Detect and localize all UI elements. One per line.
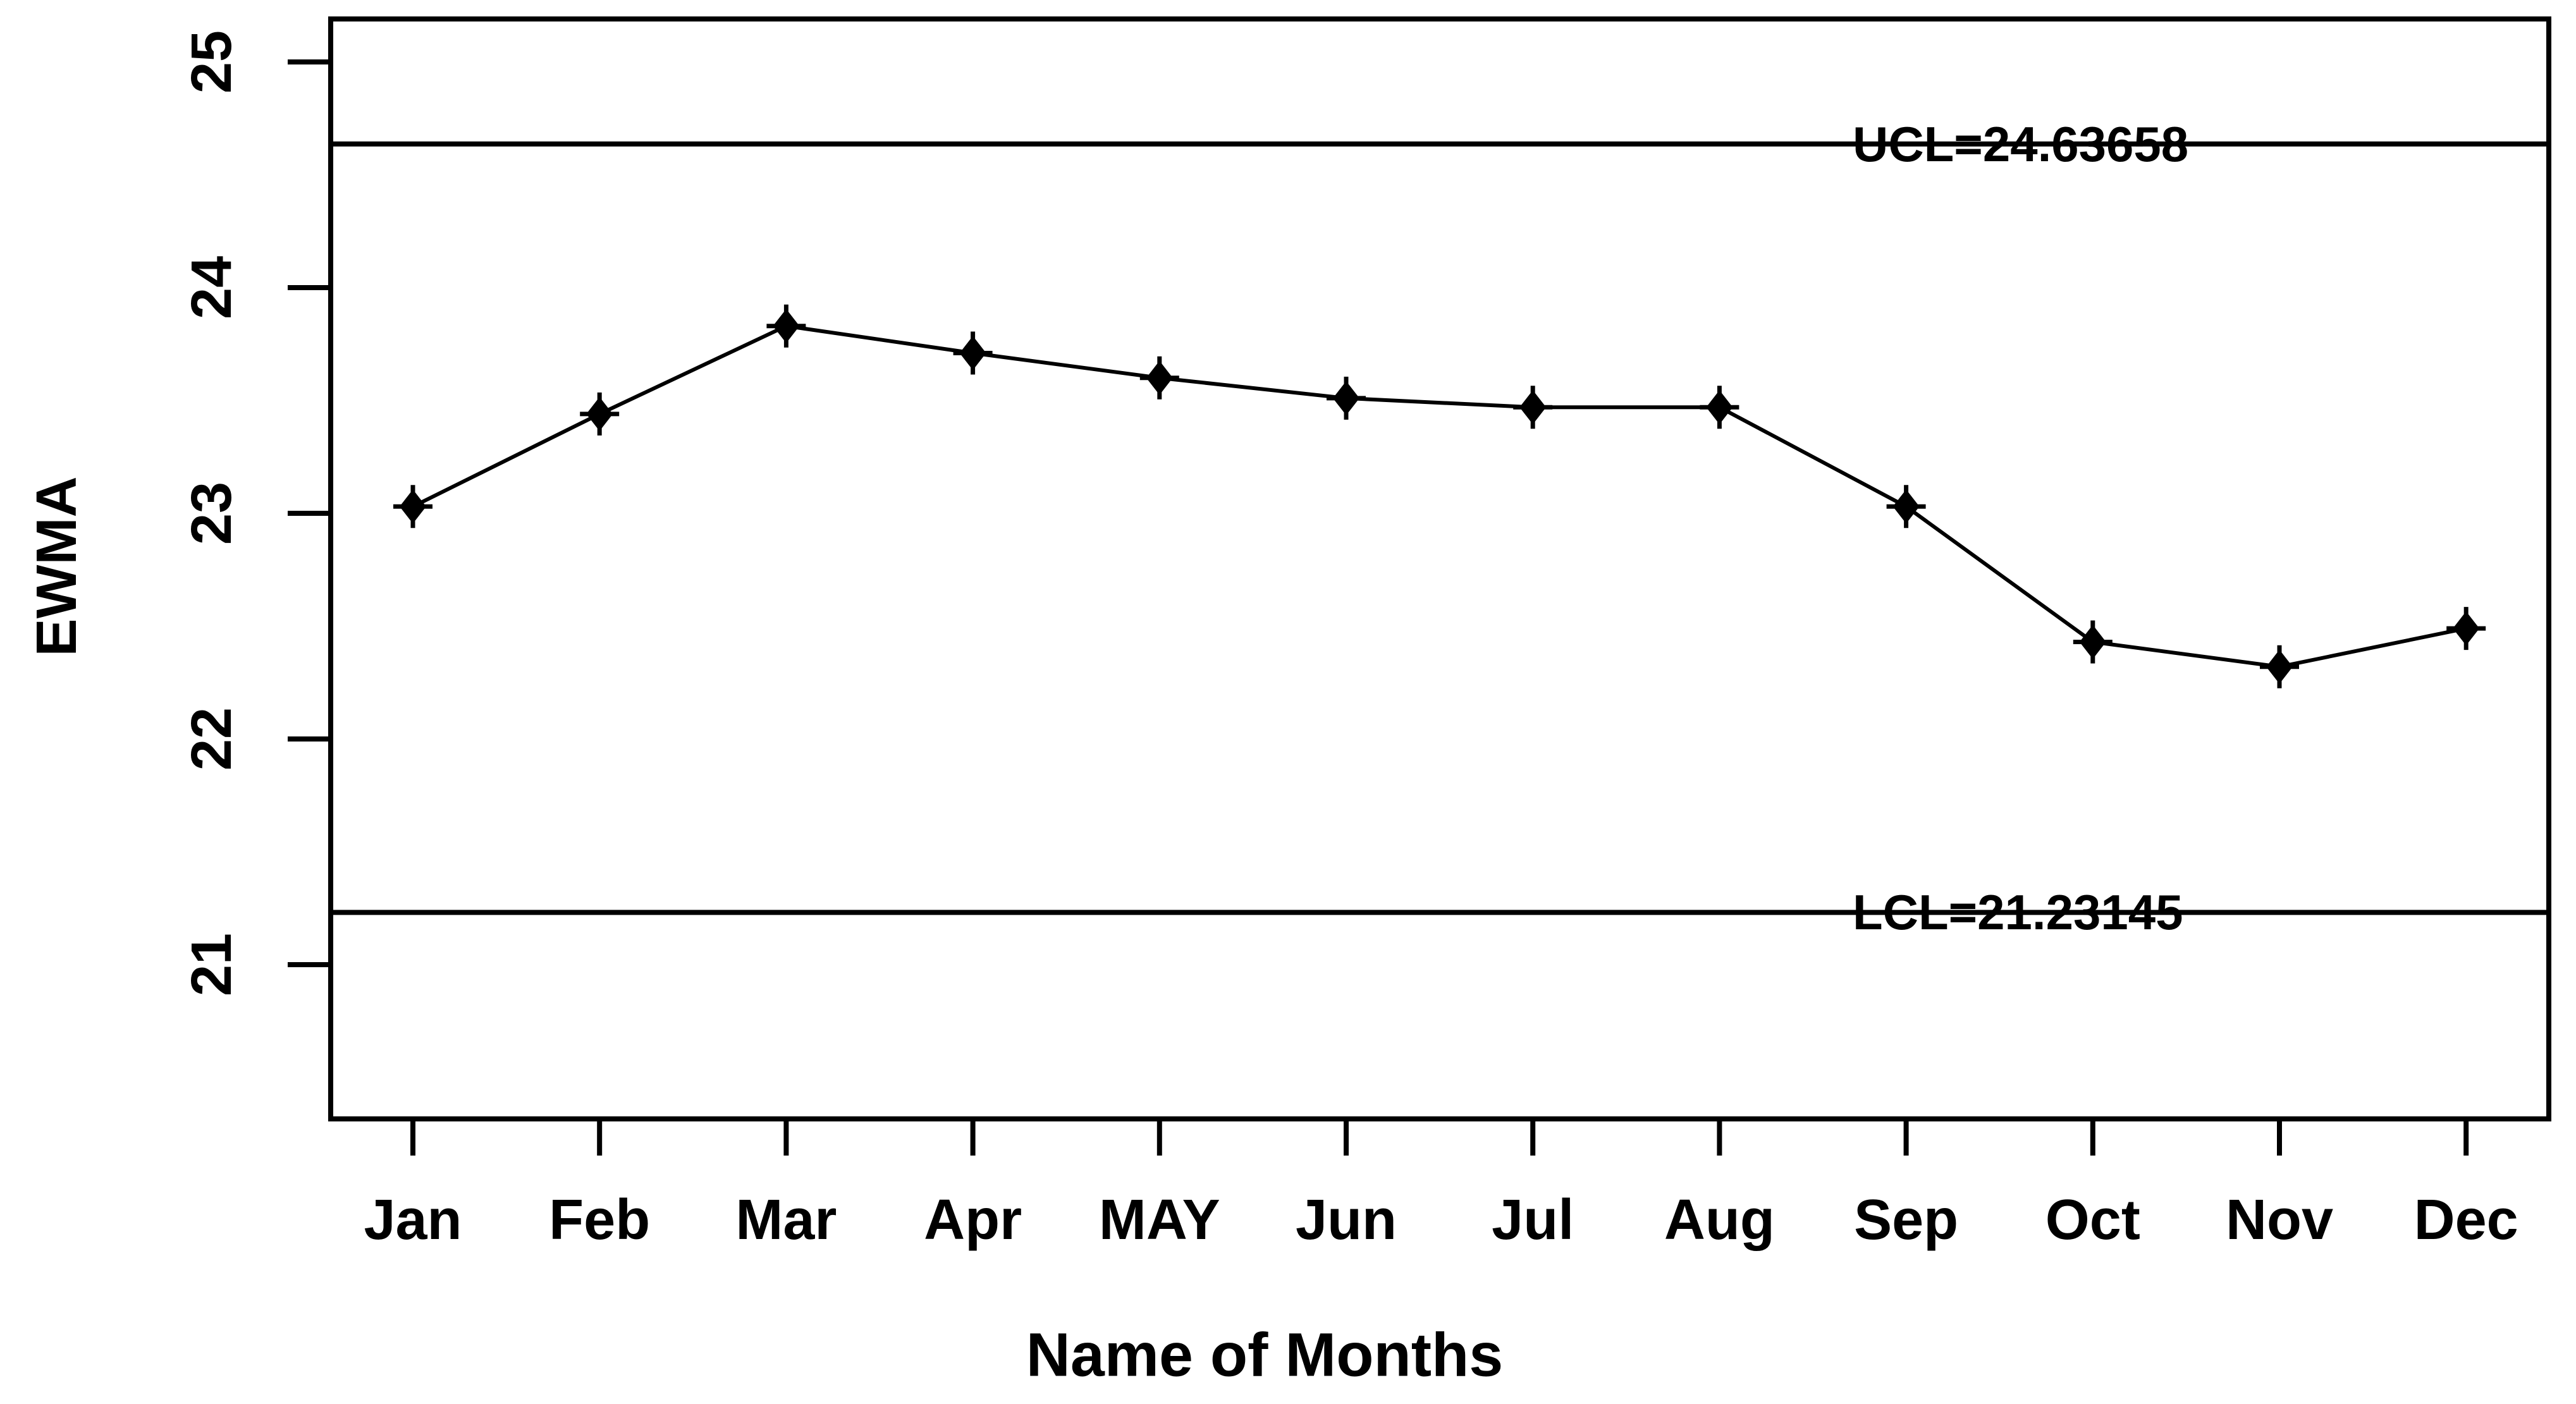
x-tick-label: Dec: [2413, 1188, 2518, 1252]
data-point-marker: [1146, 360, 1173, 395]
x-tick-label: Sep: [1854, 1188, 1959, 1252]
y-tick-label: 23: [180, 481, 243, 546]
x-tick-label: Mar: [735, 1188, 837, 1252]
y-axis-title: EWMA: [25, 476, 89, 657]
x-tick-label: Jul: [1492, 1188, 1574, 1252]
data-point-marker: [959, 336, 986, 370]
x-axis-title: Name of Months: [1026, 1320, 1504, 1389]
data-point-marker: [2266, 649, 2293, 684]
y-tick-label: 24: [180, 255, 243, 320]
x-tick-label: Oct: [2045, 1188, 2140, 1252]
lcl-annotation: LCL=21.23145: [1853, 884, 2183, 941]
x-tick-label: Aug: [1664, 1188, 1775, 1252]
y-tick-label: 22: [180, 707, 243, 771]
data-point-marker: [1333, 381, 1359, 415]
data-point-marker: [1519, 390, 1547, 425]
data-point-marker: [586, 396, 613, 431]
x-tick-label: Jan: [364, 1188, 462, 1252]
ucl-annotation: UCL=24.63658: [1853, 116, 2189, 172]
y-tick-label: 21: [180, 932, 243, 997]
data-point-marker: [2079, 625, 2106, 659]
x-tick-label: Apr: [924, 1188, 1022, 1252]
ewma-series-line: [412, 324, 2467, 669]
y-tick-label: 25: [180, 30, 243, 94]
data-point-marker: [2453, 611, 2480, 646]
plot-frame: [328, 16, 2551, 1121]
x-tick-label: MAY: [1098, 1188, 1220, 1252]
x-tick-label: Jun: [1295, 1188, 1397, 1252]
data-point-marker: [1892, 489, 1920, 524]
x-tick-label: Nov: [2225, 1188, 2334, 1252]
data-point-marker: [773, 308, 800, 343]
data-point-marker: [1706, 390, 1733, 425]
data-point-marker: [400, 489, 426, 524]
x-tick-label: Feb: [549, 1188, 651, 1252]
